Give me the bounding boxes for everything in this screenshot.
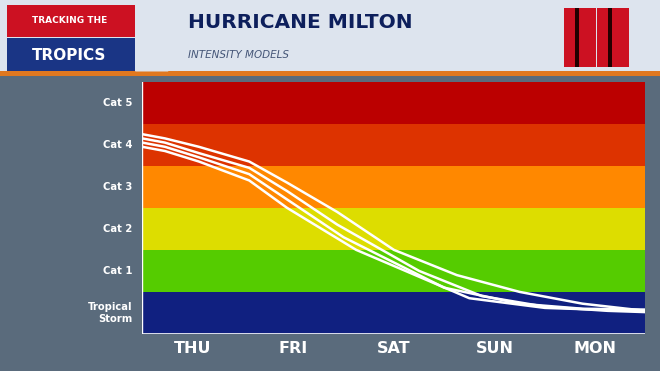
Text: SAT: SAT bbox=[377, 341, 411, 356]
Text: Cat 2: Cat 2 bbox=[103, 224, 132, 234]
Text: Cat 5: Cat 5 bbox=[103, 98, 132, 108]
Text: FRI: FRI bbox=[279, 341, 308, 356]
Text: SUN: SUN bbox=[475, 341, 513, 356]
FancyBboxPatch shape bbox=[576, 7, 579, 67]
Text: HURRICANE MILTON: HURRICANE MILTON bbox=[188, 13, 412, 32]
Polygon shape bbox=[135, 4, 168, 72]
Text: Cat 4: Cat 4 bbox=[103, 140, 132, 150]
Bar bbox=[143, 166, 645, 208]
Text: Tropical
Storm: Tropical Storm bbox=[88, 302, 132, 324]
Text: TRACKING THE: TRACKING THE bbox=[32, 16, 107, 25]
Text: TROPICS: TROPICS bbox=[32, 47, 106, 63]
Bar bbox=[143, 208, 645, 250]
Bar bbox=[143, 82, 645, 124]
Bar bbox=[143, 292, 645, 334]
Bar bbox=[143, 250, 645, 292]
FancyBboxPatch shape bbox=[597, 7, 629, 67]
Bar bbox=[143, 124, 645, 166]
FancyBboxPatch shape bbox=[0, 0, 660, 76]
Text: MON: MON bbox=[574, 341, 616, 356]
FancyBboxPatch shape bbox=[609, 7, 612, 67]
FancyBboxPatch shape bbox=[7, 4, 135, 36]
Text: INTENSITY MODELS: INTENSITY MODELS bbox=[188, 50, 289, 60]
Text: THU: THU bbox=[174, 341, 211, 356]
FancyBboxPatch shape bbox=[7, 38, 135, 72]
FancyBboxPatch shape bbox=[564, 7, 596, 67]
Text: Cat 3: Cat 3 bbox=[103, 182, 132, 192]
Text: Cat 1: Cat 1 bbox=[103, 266, 132, 276]
FancyBboxPatch shape bbox=[0, 72, 660, 76]
